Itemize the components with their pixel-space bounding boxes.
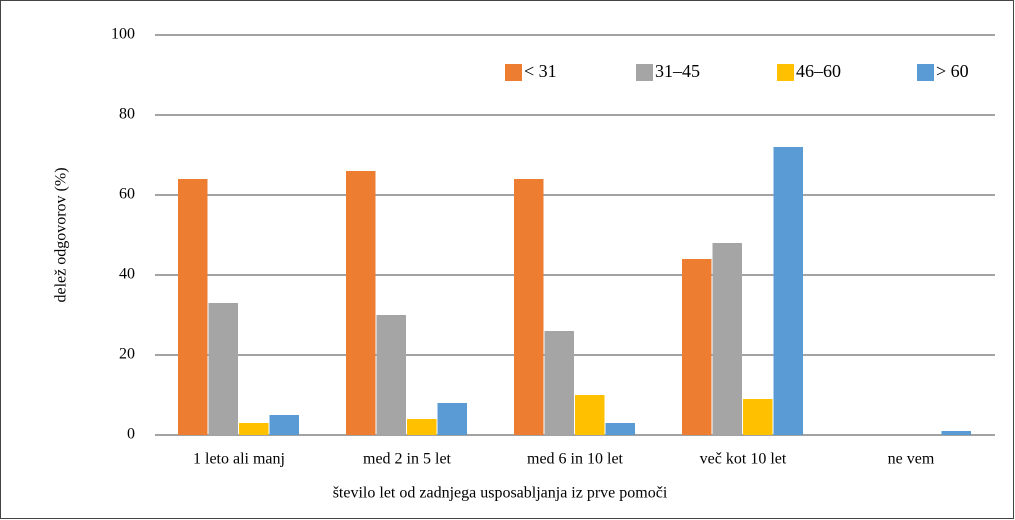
bar <box>544 331 574 435</box>
bar <box>178 179 208 435</box>
legend-swatch <box>777 64 794 81</box>
legend-swatch <box>636 64 653 81</box>
y-axis-label: delež odgovorov (%) <box>53 167 70 302</box>
legend-label: > 60 <box>936 61 969 81</box>
legend-label: < 31 <box>524 61 557 81</box>
legend-label: 46–60 <box>796 61 841 81</box>
x-axis-label: število let od zadnjega usposabljanja iz… <box>333 485 668 502</box>
bar <box>269 415 299 435</box>
bar <box>773 147 803 435</box>
bar <box>682 259 712 435</box>
y-tick-label: 100 <box>111 26 135 43</box>
x-tick-label: med 6 in 10 let <box>527 451 624 468</box>
bar <box>941 431 971 435</box>
bar <box>208 303 238 435</box>
bar <box>437 403 467 435</box>
bar <box>514 179 544 435</box>
y-tick-label: 0 <box>127 426 135 443</box>
y-tick-label: 80 <box>119 106 135 123</box>
bar <box>239 423 269 435</box>
y-tick-label: 40 <box>119 266 135 283</box>
legend-label: 31–45 <box>655 61 700 81</box>
bar <box>743 399 773 435</box>
bar <box>346 171 376 435</box>
x-tick-label: več kot 10 let <box>700 451 787 468</box>
legend-swatch <box>505 64 522 81</box>
bar <box>376 315 406 435</box>
bar <box>605 423 635 435</box>
legend-swatch <box>917 64 934 81</box>
x-tick-label: 1 leto ali manj <box>193 451 285 468</box>
y-tick-label: 20 <box>119 346 135 363</box>
bar <box>575 395 605 435</box>
x-tick-label: med 2 in 5 let <box>363 451 452 468</box>
y-tick-label: 60 <box>119 186 135 203</box>
x-tick-label: ne vem <box>888 451 935 468</box>
bar <box>407 419 437 435</box>
bar <box>712 243 742 435</box>
